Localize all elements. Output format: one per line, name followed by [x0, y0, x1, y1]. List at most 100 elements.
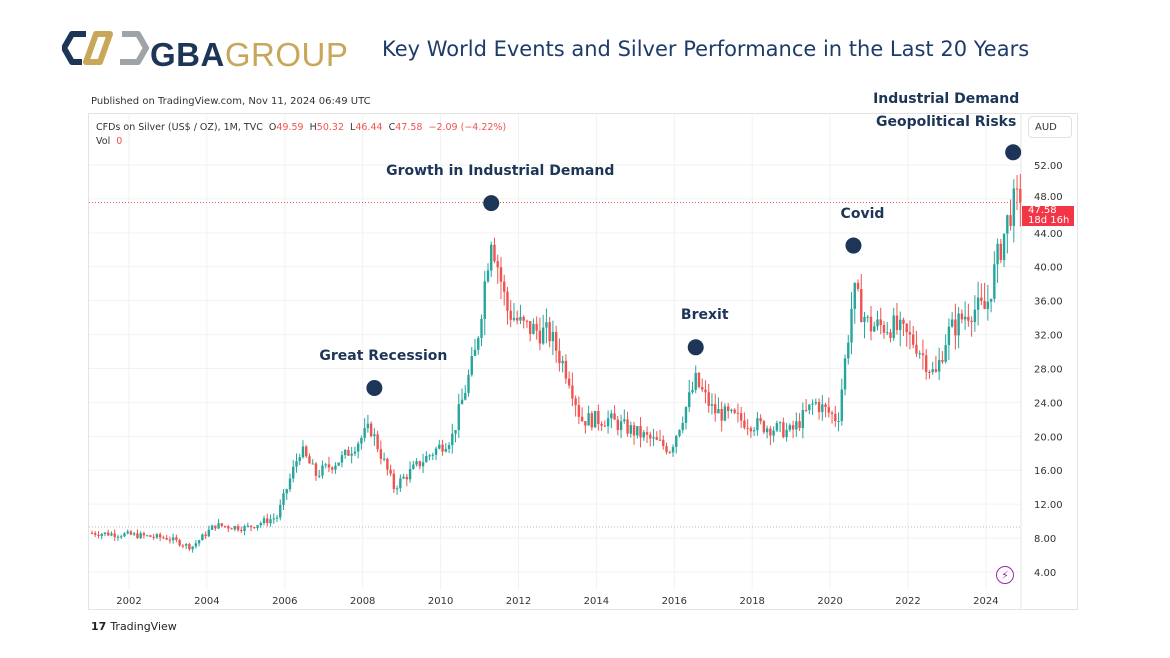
candle-body	[168, 539, 172, 541]
open-label: O	[268, 122, 277, 133]
candle-body	[791, 425, 795, 430]
candle-body	[305, 446, 308, 457]
candle-body	[240, 530, 243, 532]
candle-body	[775, 423, 779, 431]
candle-body	[921, 353, 925, 356]
candle-body	[126, 531, 129, 534]
candle-body	[772, 430, 775, 436]
candle-body	[145, 535, 149, 537]
x-tick-label: 2006	[272, 596, 297, 607]
currency-selector[interactable]: AUD	[1028, 116, 1072, 138]
candle-body	[697, 372, 701, 388]
candle-body	[308, 456, 311, 464]
candle-body	[636, 426, 639, 436]
candle-body	[736, 412, 740, 414]
page-title: Key World Events and Silver Performance …	[382, 37, 1030, 61]
x-tick-label: 2010	[428, 596, 453, 607]
candle-body	[954, 319, 957, 336]
candle-body	[606, 418, 610, 427]
candle-body	[837, 420, 840, 422]
candle-body	[999, 243, 1003, 261]
candle-body	[207, 529, 211, 537]
candle-body	[541, 327, 545, 344]
candle-body	[327, 464, 331, 468]
candle-body	[983, 300, 986, 309]
candle-body	[181, 545, 185, 547]
high-value: 50.32	[316, 122, 344, 133]
logo-text: GBAGROUP	[150, 36, 348, 74]
candle-body	[580, 416, 584, 422]
candle-body	[694, 372, 697, 390]
lightning-icon[interactable]: ⚡	[996, 566, 1014, 584]
candle-body	[973, 309, 977, 323]
last-price: 47.58	[1028, 205, 1057, 216]
candle-body	[246, 525, 249, 527]
x-tick-label: 2020	[817, 596, 842, 607]
candle-body	[762, 421, 766, 433]
candle-body	[223, 525, 227, 527]
candle-body	[911, 334, 915, 345]
candle-body	[970, 320, 973, 323]
volume-value: 0	[116, 136, 123, 147]
candle-body	[295, 461, 298, 467]
candle-body	[392, 473, 396, 489]
y-tick-label: 28.00	[1034, 364, 1063, 375]
candle-body	[415, 461, 418, 465]
candle-body	[337, 462, 340, 466]
candle-body	[908, 332, 912, 335]
candle-body	[756, 418, 759, 431]
candle-body	[132, 533, 136, 535]
candle-body	[980, 297, 983, 301]
candle-body	[509, 310, 512, 320]
x-tick-label: 2016	[662, 596, 687, 607]
candle-body	[629, 425, 633, 434]
candle-body	[749, 428, 753, 432]
candle-body	[600, 423, 603, 426]
y-tick-label: 20.00	[1034, 432, 1063, 443]
candle-body	[503, 281, 506, 292]
candle-body	[895, 315, 899, 331]
logo-group: GROUP	[224, 36, 349, 73]
candle-body	[379, 449, 383, 459]
candle-body	[360, 437, 363, 444]
candle-body	[425, 455, 428, 463]
candle-body	[616, 419, 620, 430]
candle-body	[626, 419, 629, 434]
candle-body	[431, 454, 435, 456]
candle-body	[197, 540, 201, 544]
candle-body	[441, 444, 444, 452]
candle-body	[490, 244, 493, 271]
candle-body	[587, 413, 590, 426]
candle-body	[639, 426, 642, 438]
candle-body	[282, 493, 285, 505]
candle-body	[470, 355, 473, 375]
candle-body	[269, 519, 272, 524]
symbol-legend: CFDs on Silver (US$ / OZ), 1M, TVC O49.5…	[96, 121, 506, 149]
candle-body	[230, 528, 233, 530]
candle-body	[343, 449, 347, 456]
candle-body	[811, 403, 814, 405]
candle-body	[464, 392, 467, 400]
candle-body	[843, 358, 847, 390]
candle-body	[324, 464, 327, 466]
candle-body	[496, 261, 499, 268]
candle-body	[373, 434, 376, 437]
candle-body	[473, 349, 477, 356]
candle-body	[233, 526, 237, 530]
candle-body	[194, 543, 198, 547]
candle-body	[655, 437, 658, 440]
candle-body	[937, 360, 941, 372]
candle-body	[227, 526, 230, 529]
candle-body	[259, 523, 262, 526]
candle-body	[610, 413, 613, 419]
candle-body	[155, 534, 159, 538]
x-tick-label: 2008	[350, 596, 375, 607]
candle-body	[668, 452, 671, 454]
x-tick-label: 2004	[194, 596, 219, 607]
candle-body	[434, 448, 438, 455]
candle-body	[298, 457, 301, 462]
candle-body	[165, 537, 168, 540]
candle-body	[882, 325, 886, 333]
candle-body	[632, 425, 636, 436]
